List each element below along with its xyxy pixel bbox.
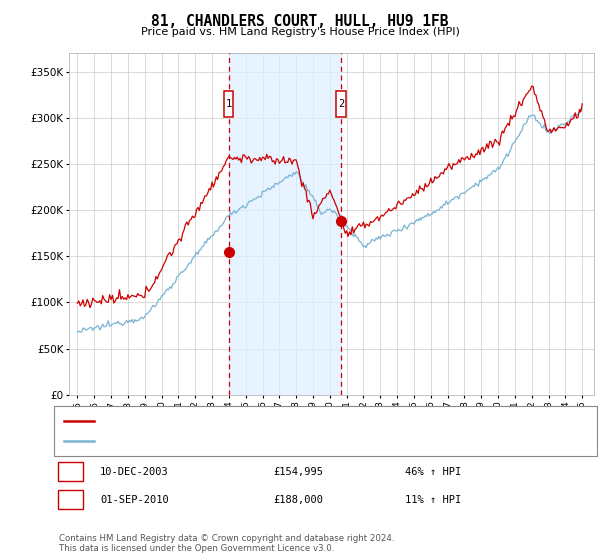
Text: 2: 2 [338, 99, 344, 109]
Text: £188,000: £188,000 [273, 494, 323, 505]
Bar [229, 53, 341, 395]
Text: 10-DEC-2003: 10-DEC-2003 [100, 466, 169, 477]
FancyBboxPatch shape [337, 91, 346, 117]
Text: Price paid vs. HM Land Registry's House Price Index (HPI): Price paid vs. HM Land Registry's House … [140, 27, 460, 37]
Text: £154,995: £154,995 [273, 466, 323, 477]
Text: 2: 2 [67, 494, 73, 505]
Text: 1: 1 [67, 466, 73, 477]
Text: 1: 1 [226, 99, 232, 109]
Text: 01-SEP-2010: 01-SEP-2010 [100, 494, 169, 505]
Text: HPI: Average price, detached house, City of Kingston upon Hull: HPI: Average price, detached house, City… [100, 436, 429, 446]
Text: Contains HM Land Registry data © Crown copyright and database right 2024.
This d: Contains HM Land Registry data © Crown c… [59, 534, 394, 553]
Text: 46% ↑ HPI: 46% ↑ HPI [405, 466, 461, 477]
Text: 81, CHANDLERS COURT, HULL, HU9 1FB: 81, CHANDLERS COURT, HULL, HU9 1FB [151, 14, 449, 29]
Text: 11% ↑ HPI: 11% ↑ HPI [405, 494, 461, 505]
FancyBboxPatch shape [224, 91, 233, 117]
Text: 81, CHANDLERS COURT, HULL, HU9 1FB (detached house): 81, CHANDLERS COURT, HULL, HU9 1FB (deta… [100, 416, 403, 426]
